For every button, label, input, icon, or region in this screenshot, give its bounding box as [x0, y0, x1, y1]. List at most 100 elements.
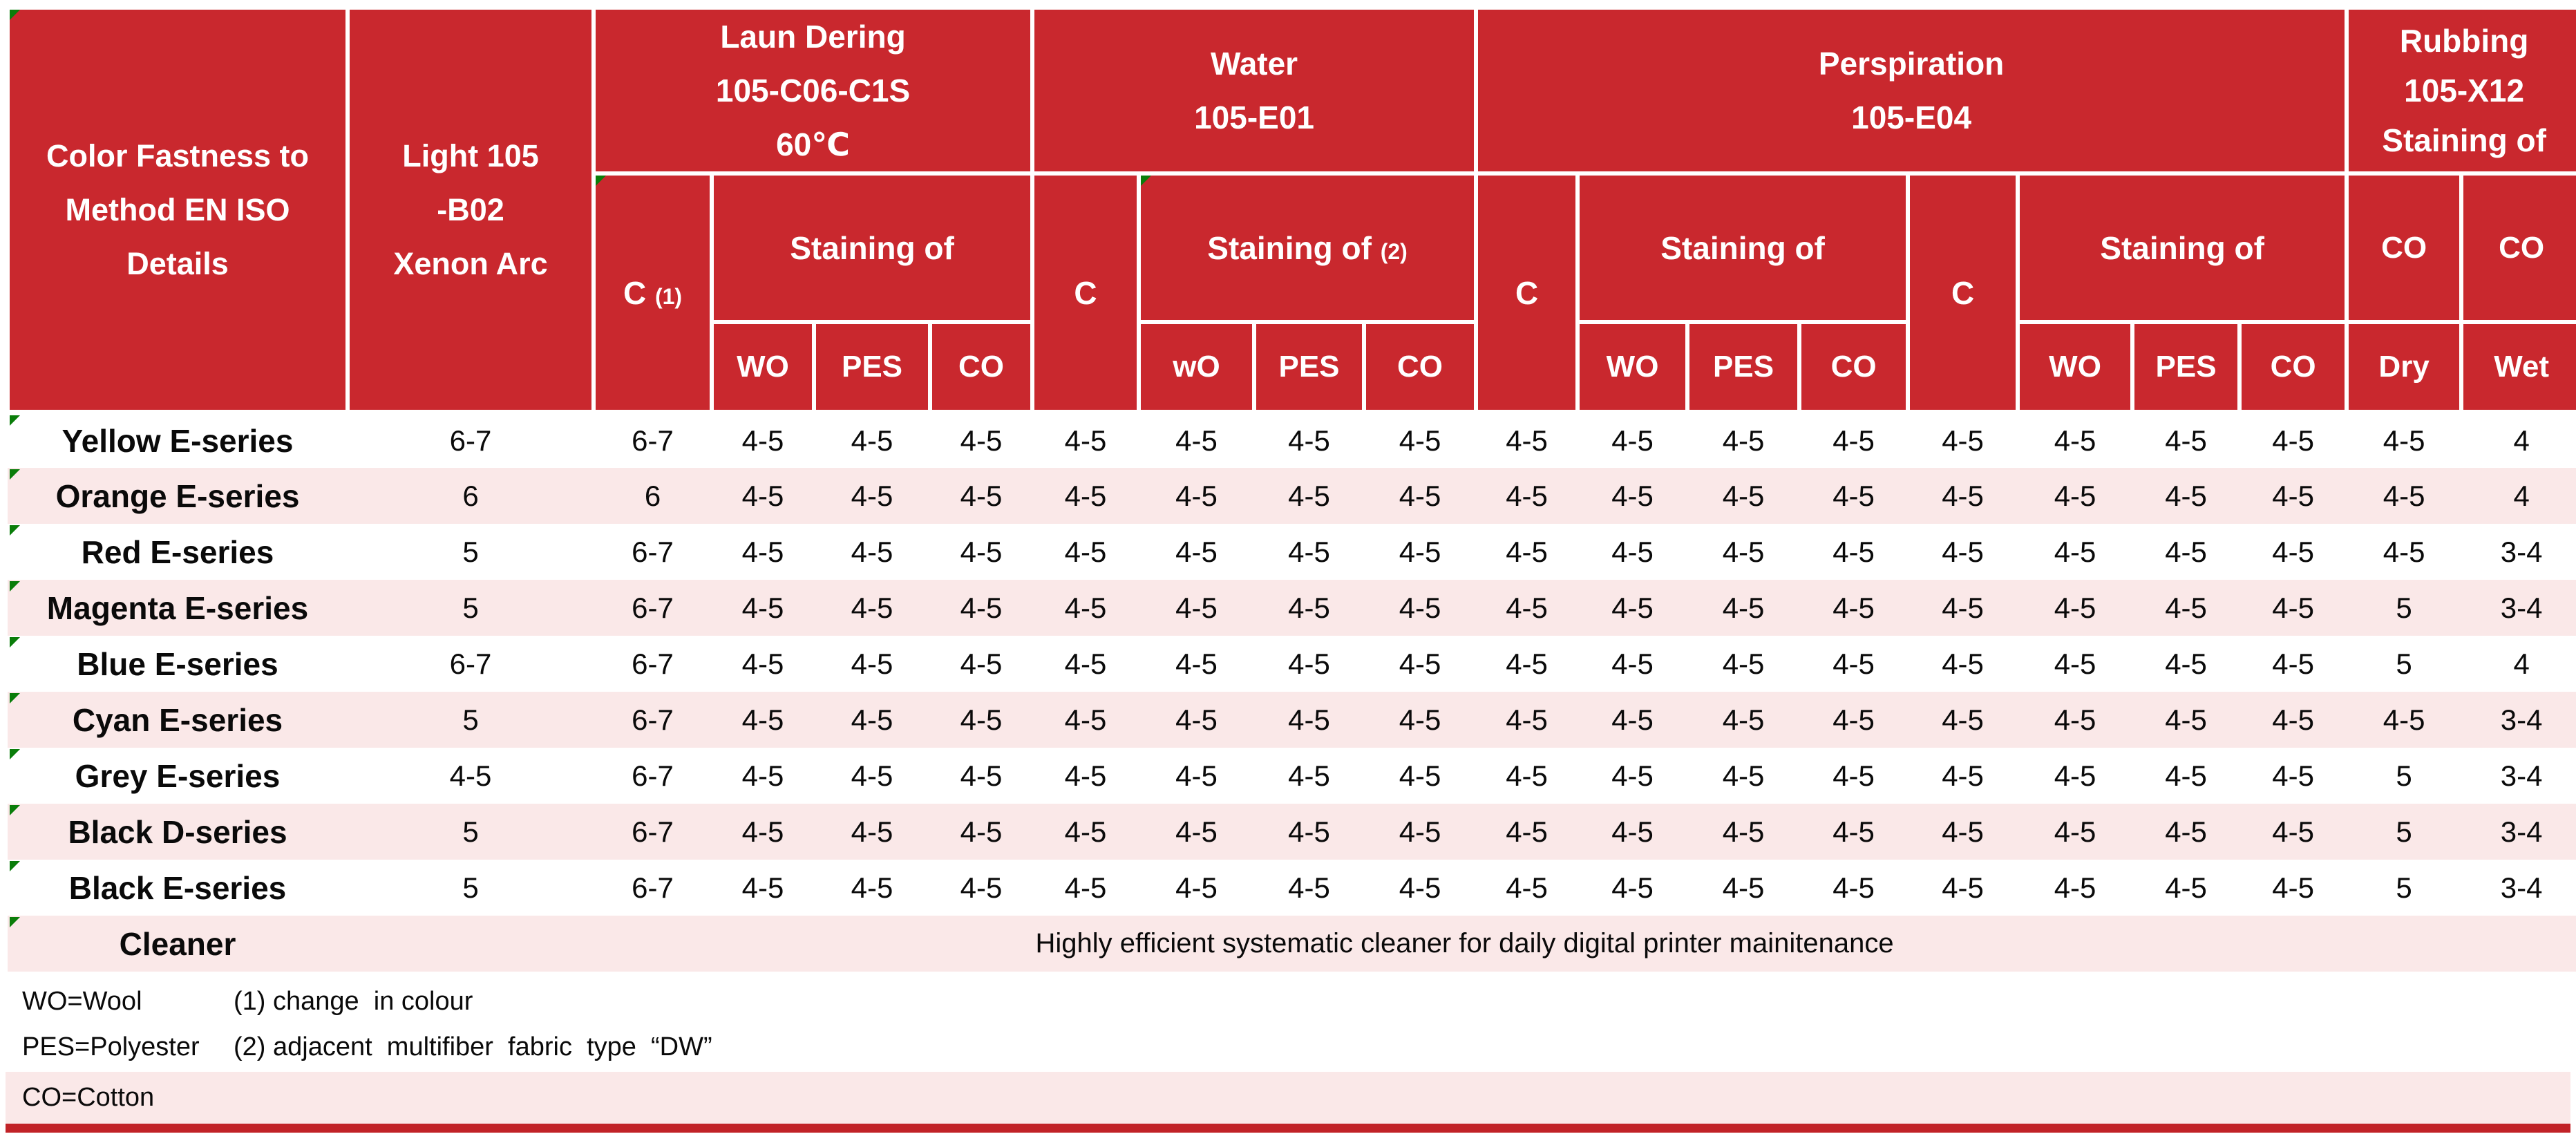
value-cell: 4-5 — [1064, 424, 1107, 457]
value-cell: 4-5 — [2383, 703, 2425, 736]
value-cell: 4-5 — [1832, 871, 1875, 904]
value-cell: 4-5 — [1942, 871, 1984, 904]
value-cell: 4-5 — [851, 759, 893, 792]
rubbing-line-2: 105-X12 — [2404, 73, 2525, 108]
value-cell: 4-5 — [2272, 871, 2314, 904]
rubbing-dry-header: Dry — [2345, 320, 2464, 414]
value-cell: 6-7 — [449, 424, 492, 457]
water-staining-note: (2) — [1380, 238, 1408, 264]
laundering-staining-header: Staining of — [709, 171, 1035, 324]
cleaner-description: Highly efficient systematic cleaner for … — [1035, 928, 1894, 958]
value-cell: 4-5 — [1399, 647, 1441, 680]
legend-co-row: CO=Cotton — [6, 1072, 2570, 1124]
perspiration1-wo-header: WO — [1575, 320, 1690, 414]
water-c-label: C — [1074, 274, 1097, 311]
value-cell: 4-5 — [741, 424, 784, 457]
value-cell: 4-5 — [2272, 759, 2314, 792]
perspiration2-pes-header: PES — [2130, 320, 2242, 414]
water-co-header: CO — [1362, 320, 1479, 414]
value-cell: 6-7 — [632, 424, 674, 457]
footnote-1: (1) change in colour — [234, 986, 473, 1016]
value-cell: 6 — [462, 479, 479, 512]
value-cell: 4-5 — [1942, 815, 1984, 848]
value-cell: 6-7 — [632, 535, 674, 568]
value-cell: 4-5 — [1064, 703, 1107, 736]
perspiration1-staining-header: Staining of — [1575, 171, 1911, 324]
value-cell: 4-5 — [1506, 424, 1548, 457]
value-cell: 4-5 — [2054, 703, 2096, 736]
color-fastness-table: Color Fastness to Method EN ISO Details … — [6, 6, 2576, 972]
value-cell: 4-5 — [2383, 424, 2425, 457]
value-cell: 6-7 — [632, 647, 674, 680]
value-cell: 4-5 — [1611, 703, 1654, 736]
value-cell: 4-5 — [2165, 535, 2207, 568]
value-cell: 5 — [462, 703, 479, 736]
table-row: Cyan E-series 5 6-7 4-5 4-5 4-5 4-5 4-5 4-5 4-5 4-… — [8, 692, 2576, 748]
value-cell: 4-5 — [1175, 479, 1218, 512]
value-cell: 4-5 — [1722, 871, 1765, 904]
perspiration-line-1: Perspiration — [1818, 46, 2005, 82]
water-c-header: C — [1030, 171, 1142, 414]
value-cell: 4-5 — [741, 871, 784, 904]
value-cell: 6-7 — [632, 703, 674, 736]
value-cell: 4-5 — [1506, 871, 1548, 904]
value-cell: 4-5 — [851, 815, 893, 848]
value-cell: 4-5 — [1399, 424, 1441, 457]
value-cell: 4-5 — [960, 479, 1003, 512]
value-cell: 4-5 — [1506, 479, 1548, 512]
value-cell: 4-5 — [2165, 871, 2207, 904]
row-header-orange-e-series: Orange E-series — [8, 468, 348, 524]
value-cell: 3-4 — [2500, 591, 2543, 624]
value-cell: 4-5 — [741, 479, 784, 512]
corner-header: Color Fastness to Method EN ISO Details — [6, 6, 350, 414]
value-cell: 4-5 — [1288, 815, 1330, 848]
value-cell: 4-5 — [2054, 815, 2096, 848]
table-row: Black D-series 5 6-7 4-5 4-5 4-5 4-5 4-5 4-5 4-5 4… — [8, 804, 2576, 860]
value-cell: 4-5 — [1832, 759, 1875, 792]
value-cell: 4-5 — [1506, 703, 1548, 736]
value-cell: 4-5 — [1942, 759, 1984, 792]
laundering-line-1: Laun Dering — [720, 19, 906, 55]
value-cell: 4-5 — [1722, 479, 1765, 512]
value-cell: 4-5 — [1288, 424, 1330, 457]
value-cell: 4-5 — [1611, 535, 1654, 568]
value-cell: 3-4 — [2500, 871, 2543, 904]
perspiration1-c-header: C — [1474, 171, 1580, 414]
value-cell: 4-5 — [1722, 535, 1765, 568]
value-cell: 6-7 — [449, 647, 492, 680]
value-cell: 5 — [2396, 591, 2412, 624]
value-cell: 6 — [644, 479, 661, 512]
value-cell: 4-5 — [1064, 871, 1107, 904]
value-cell: 4-5 — [960, 759, 1003, 792]
value-cell: 4-5 — [1399, 591, 1441, 624]
light-line-1: Light 105 — [402, 138, 539, 173]
water-group-header: Water 105-E01 — [1030, 6, 1479, 176]
value-cell: 4-5 — [2272, 479, 2314, 512]
value-cell: 4-5 — [2054, 647, 2096, 680]
value-cell: 4-5 — [1288, 703, 1330, 736]
value-cell: 4-5 — [1399, 759, 1441, 792]
value-cell: 4-5 — [2165, 424, 2207, 457]
rubbing-group-header: Rubbing 105-X12 Staining of — [2345, 6, 2576, 176]
row-header-black-e-series: Black E-series — [8, 860, 348, 916]
water-staining-label: Staining of — [1207, 229, 1372, 266]
legend-co: CO=Cotton — [22, 1083, 155, 1112]
value-cell: 4-5 — [1399, 815, 1441, 848]
value-cell: 4-5 — [2165, 591, 2207, 624]
value-cell: 4-5 — [2272, 815, 2314, 848]
table-row: Yellow E-series 6-7 6-7 4-5 4-5 4-5 4-5 4-5 4-5 4… — [8, 412, 2576, 468]
value-cell: 4-5 — [1942, 424, 1984, 457]
value-cell: 5 — [2396, 815, 2412, 848]
water-wo-header: wO — [1137, 320, 1257, 414]
perspiration2-staining-label: Staining of — [2100, 229, 2264, 266]
value-cell: 5 — [2396, 647, 2412, 680]
laundering-co-header: CO — [927, 320, 1035, 414]
value-cell: 4-5 — [741, 759, 784, 792]
value-cell: 4-5 — [1611, 479, 1654, 512]
water-staining-header: Staining of (2) — [1137, 171, 1479, 324]
value-cell: 4-5 — [1506, 815, 1548, 848]
value-cell: 4-5 — [1832, 815, 1875, 848]
value-cell: 4-5 — [2272, 424, 2314, 457]
corner-line-1: Color Fastness to — [46, 138, 310, 173]
value-cell: 4-5 — [851, 871, 893, 904]
